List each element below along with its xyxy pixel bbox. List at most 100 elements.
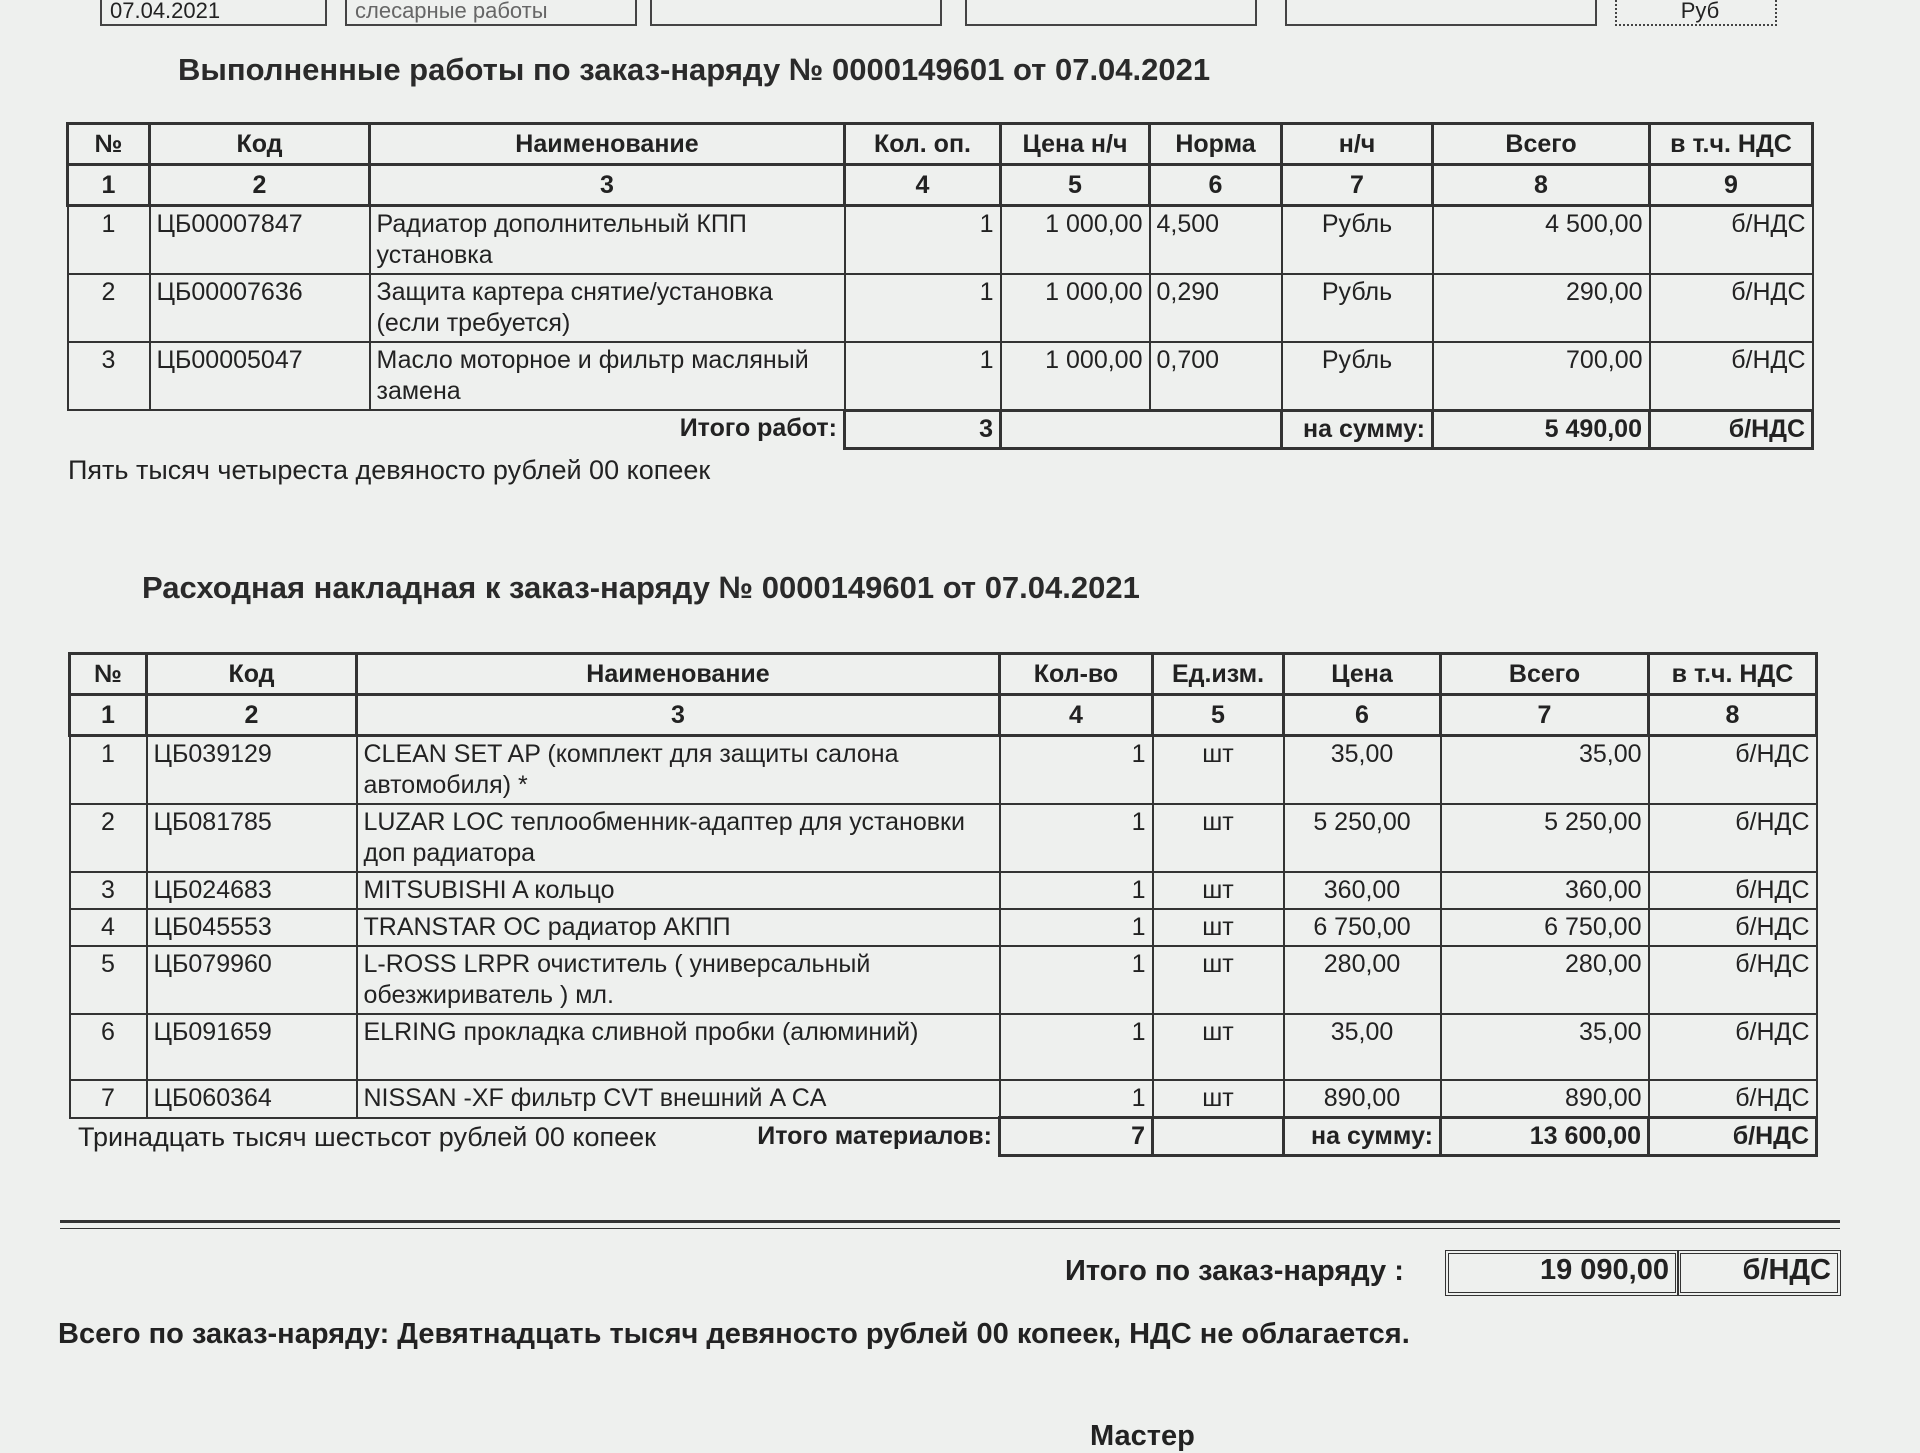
total-sum: 13 600,00 [1439,1116,1650,1157]
cell: 2 [66,273,151,343]
cell: б/НДС [1647,871,1818,910]
cell: ЦБ060364 [145,1079,358,1119]
cell: шт [1151,1013,1285,1081]
type-field: слесарные работы [345,0,637,26]
total-row: Итого работ: 3 на сумму: 5 490,00 б/НДС [68,408,1814,450]
cell: Рубль [1280,341,1434,411]
total-label: Итого материалов: [757,1121,992,1150]
column-number: 1 [68,693,148,737]
cell: 35,00 [1439,734,1650,805]
cell: 360,00 [1439,871,1650,910]
cell: ЦБ024683 [145,871,358,910]
cell: 700,00 [1431,341,1651,411]
data-row: 1 ЦБ039129 CLEAN SET AP (комплект для защи… [68,734,1818,805]
header-cell: Цена н/ч [999,122,1151,166]
cell: 0,700 [1148,341,1283,411]
column-number: 3 [355,693,1001,737]
cell: б/НДС [1648,204,1814,275]
total-row: Итого материалов: 7 на сумму: 13 600,00 б/НД… [70,1116,1818,1157]
data-row: 2 ЦБ00007636 Защита картера снятие/установ… [66,273,1814,343]
table-body: № Код Наименование Кол. оп. Цена н/ч Норма н/ч… [66,122,1814,450]
empty-field [965,0,1257,26]
header-cell: Код [148,122,371,166]
cell: Защита картера снятие/установка (если тр… [368,273,846,343]
column-number: 8 [1647,693,1818,737]
cell: шт [1151,1079,1285,1119]
cell: 1 [68,734,148,805]
cell: б/НДС [1648,273,1814,343]
cell: 890,00 [1439,1079,1650,1119]
works-in-words: Пять тысяч четыреста девяносто рублей 00… [68,455,711,485]
works-table: № Код Наименование Кол. оп. Цена н/ч Норма н/ч… [66,122,1814,450]
cell: ЦБ081785 [145,803,358,873]
cell: б/НДС [1647,945,1818,1015]
cell: 4 [68,908,148,947]
table-body: № Код Наименование Кол-во Ед.изм. Цена Всего в … [68,652,1818,1157]
cell: 2 [68,803,148,873]
cell: 5 250,00 [1282,803,1442,873]
cell: шт [1151,734,1285,805]
cell: 1 [998,803,1154,873]
header-cell: в т.ч. НДС [1647,652,1818,696]
header-cell: Кол-во [998,652,1154,696]
cell: 7 [68,1079,148,1119]
total-count: 3 [843,408,1002,450]
cell: 4,500 [1148,204,1283,275]
cell: MITSUBISHI A кольцо [355,871,1001,910]
cell: L-ROSS LRPR очиститель ( универсальный о… [355,945,1001,1015]
column-number: 8 [1431,163,1651,207]
cell: б/НДС [1647,734,1818,805]
column-number: 9 [1648,163,1814,207]
empty-field [1285,0,1597,26]
cell: ELRING прокладка сливной пробки (алюмини… [355,1013,1001,1081]
cell: шт [1151,945,1285,1015]
separator [60,1220,1840,1229]
data-row: 5 ЦБ079960 L-ROSS LRPR очиститель ( универ… [68,945,1818,1015]
materials-table: № Код Наименование Кол-во Ед.изм. Цена Всего в … [68,652,1818,1157]
empty-field [650,0,942,26]
cell: 1 [998,908,1154,947]
cell: 3 [66,341,151,411]
cell: 280,00 [1282,945,1442,1015]
cell: 35,00 [1282,734,1442,805]
header-cell: в т.ч. НДС [1648,122,1814,166]
column-number: 2 [145,693,358,737]
cell: ЦБ079960 [145,945,358,1015]
total-label: Итого работ: [679,414,837,442]
cell: ЦБ00007847 [148,204,371,275]
cell: 1 [66,204,151,275]
header-cell: Кол. оп. [843,122,1002,166]
grand-total-label: Итого по заказ-наряду : [1065,1255,1404,1287]
data-row: 1 ЦБ00007847 Радиатор дополнительный КПП у… [66,204,1814,275]
cell: NISSAN -XF фильтр CVT внешний A CA [355,1079,1001,1119]
column-number: 6 [1148,163,1283,207]
grand-total-sum: 19 090,00 [1445,1250,1679,1296]
cell: б/НДС [1647,803,1818,873]
cell: 1 [998,734,1154,805]
cell: 5 [68,945,148,1015]
materials-in-words: Тринадцать тысяч шестьсот рублей 00 копе… [78,1122,656,1152]
cell: шт [1151,871,1285,910]
data-row: 2 ЦБ081785 LUZAR LOC теплообменник-адаптер… [68,803,1818,873]
cell: CLEAN SET AP (комплект для защиты салона… [355,734,1001,805]
header-cell: Норма [1148,122,1283,166]
currency-field: Руб [1615,0,1777,26]
cell: 280,00 [1439,945,1650,1015]
total-count: 7 [998,1116,1154,1157]
column-number: 7 [1439,693,1650,737]
cell: 6 750,00 [1439,908,1650,947]
grand-total-vat: б/НДС [1677,1250,1841,1296]
cell: б/НДС [1647,908,1818,947]
cell: TRANSTAR OC радиатор АКПП [355,908,1001,947]
cell: 1 [998,871,1154,910]
cell: шт [1151,908,1285,947]
column-number: 7 [1280,163,1434,207]
empty-cell [1151,1116,1285,1157]
materials-title: Расходная накладная к заказ-наряду № 000… [142,570,1140,605]
data-row: 4 ЦБ045553 TRANSTAR OC радиатор АКПП 1 шт 6 7… [68,908,1818,947]
column-number: 4 [998,693,1154,737]
cell: б/НДС [1647,1013,1818,1081]
